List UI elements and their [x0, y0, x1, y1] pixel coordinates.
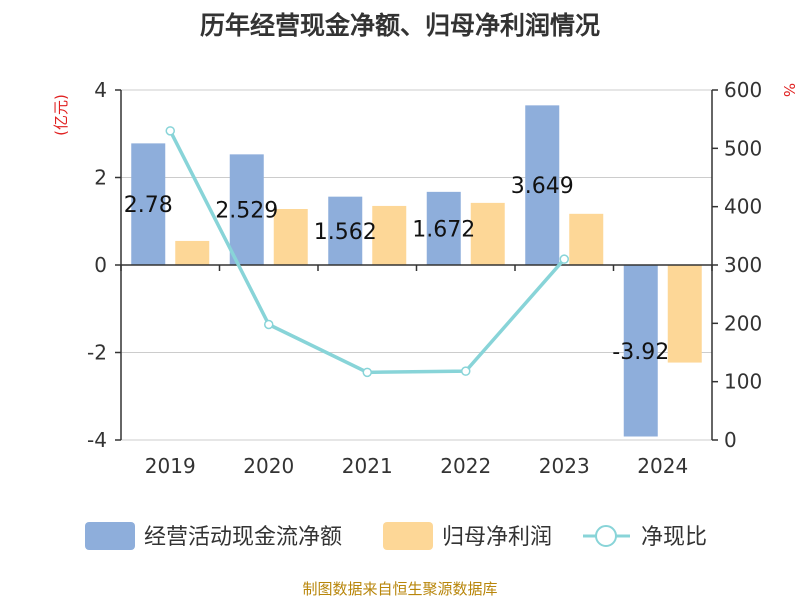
ratio-point	[264, 319, 274, 330]
netprofit-bar	[470, 202, 505, 265]
netprofit-bar	[273, 209, 308, 265]
source-note: 制图数据来自恒生聚源数据库	[302, 580, 498, 598]
x-tick-label: 2021	[342, 454, 393, 478]
ratio-point	[362, 367, 372, 378]
netprofit-bar	[569, 213, 604, 265]
legend: 经营活动现金流净额 归母净利润 净现比	[85, 522, 707, 550]
legend-label-ratio: 净现比	[641, 525, 707, 550]
legend-label-cashflow: 经营活动现金流净额	[144, 525, 342, 550]
left-axis-unit: (亿元)	[52, 94, 70, 136]
x-tick-label: 2022	[440, 454, 491, 478]
left-tick-label: 4	[94, 78, 107, 102]
cashflow-bar	[131, 143, 166, 265]
cashflow-data-label: 3.649	[511, 174, 574, 199]
cashflow-bar	[426, 191, 461, 265]
chart-title: 历年经营现金净额、归母净利润情况	[199, 11, 600, 40]
left-tick-label: 2	[94, 166, 107, 190]
netprofit-bar	[175, 240, 210, 265]
netprofit-bar	[372, 205, 407, 265]
cashflow-data-label: 1.672	[412, 217, 475, 242]
cashflow-data-label: -3.92	[612, 340, 669, 365]
right-tick-label: 100	[724, 370, 762, 394]
cashflow-bar	[229, 154, 264, 265]
legend-swatch-netprofit	[383, 522, 433, 550]
right-axis-unit: %	[780, 83, 798, 97]
ratio-point	[461, 366, 471, 376]
cashflow-bar	[623, 265, 658, 437]
x-tick-label: 2023	[539, 454, 590, 478]
left-tick-label: -4	[87, 428, 107, 452]
legend-swatch-ratio-marker	[595, 525, 617, 547]
left-tick-label: 0	[94, 253, 107, 277]
cashflow-data-label: 1.562	[314, 220, 377, 245]
right-tick-label: 300	[724, 253, 762, 277]
x-tick-label: 2024	[637, 454, 688, 478]
cashflow-bar	[328, 196, 363, 265]
x-tick-label: 2020	[243, 454, 294, 478]
ratio-line	[165, 126, 569, 378]
right-tick-label: 400	[724, 195, 762, 219]
right-tick-label: 0	[724, 428, 737, 452]
right-tick-label: 600	[724, 78, 762, 102]
ratio-point	[165, 126, 175, 136]
x-tick-label: 2019	[145, 454, 196, 478]
axes: -4 -2 0 2 4 0 100 200 300 400 500 600 (亿元)% 2019 2020 2…	[52, 78, 798, 478]
legend-swatch-cashflow	[85, 522, 135, 550]
cashflow-bar	[525, 105, 560, 265]
bars	[131, 105, 702, 437]
ratio-line-path	[168, 130, 566, 375]
data-labels: 2.78 2.529 1.562 1.672 3.649 -3.92	[124, 174, 669, 365]
netprofit-bar	[667, 265, 702, 363]
right-tick-label: 200	[724, 311, 762, 335]
cashflow-data-label: 2.78	[124, 193, 173, 218]
right-tick-label: 500	[724, 136, 762, 160]
gridlines	[121, 89, 712, 441]
legend-label-netprofit: 归母净利润	[442, 525, 552, 550]
ratio-point	[559, 254, 569, 264]
cashflow-data-label: 2.529	[215, 199, 278, 224]
left-tick-label: -2	[87, 341, 107, 365]
